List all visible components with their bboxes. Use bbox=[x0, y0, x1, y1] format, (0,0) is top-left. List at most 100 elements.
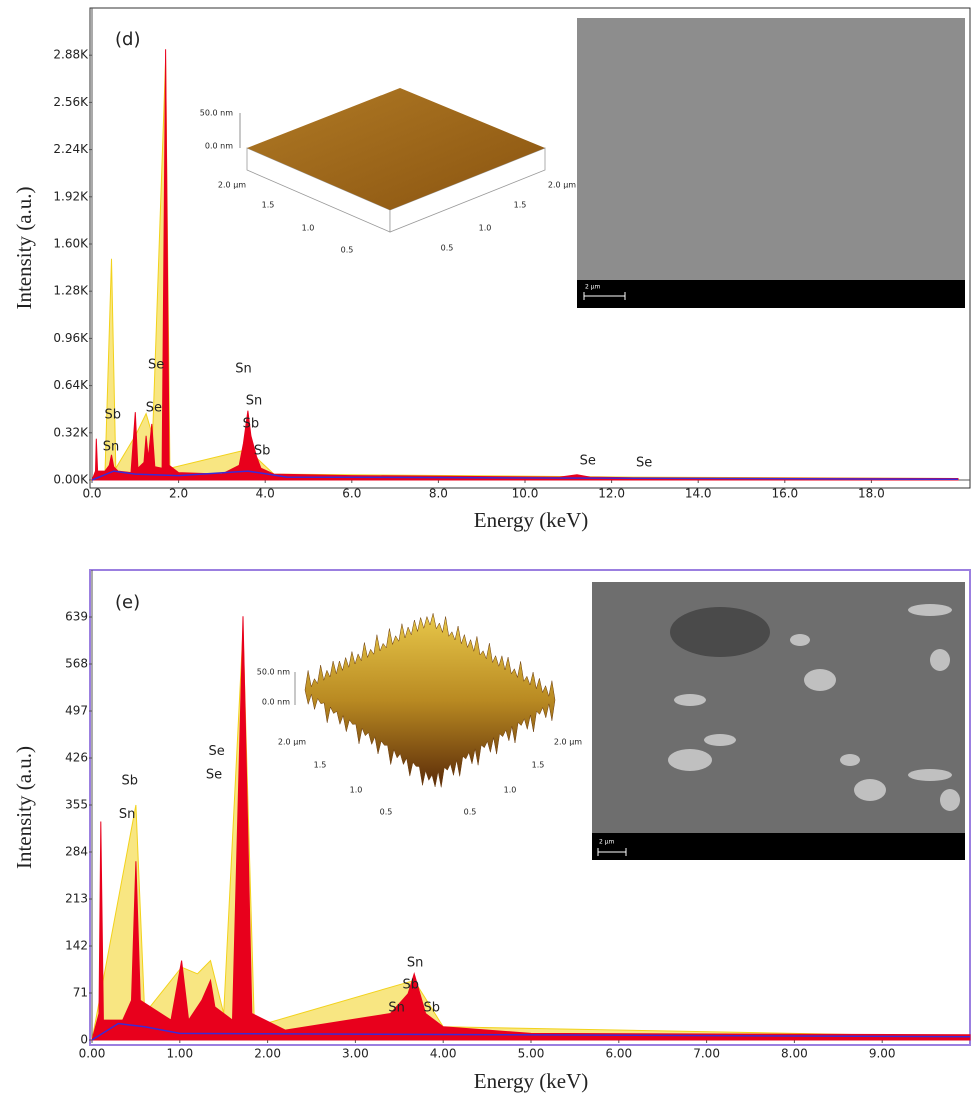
sem-scale-label: 2 µm bbox=[599, 839, 615, 846]
afm-z-label: 50.0 nm bbox=[200, 109, 233, 118]
peak-label: Sb bbox=[254, 444, 271, 459]
y-tick-label: 1.92K bbox=[53, 189, 89, 203]
spectrum-area bbox=[91, 49, 959, 481]
y-tick-label: 1.60K bbox=[53, 237, 89, 251]
x-tick-label: 8.0 bbox=[429, 487, 448, 501]
sem-flake bbox=[940, 789, 960, 811]
panel-label: (e) bbox=[115, 592, 140, 613]
afm-axis-label: 1.0 bbox=[302, 224, 315, 233]
sem-flake bbox=[840, 754, 860, 766]
afm-z-label: 50.0 nm bbox=[257, 668, 290, 677]
peak-label: Sb bbox=[243, 416, 260, 431]
sem-flake bbox=[908, 769, 952, 781]
x-tick-label: 5.00 bbox=[518, 1047, 545, 1061]
peak-label: Se bbox=[148, 358, 164, 373]
spectrum-line bbox=[91, 1022, 971, 1041]
peak-label: Sn bbox=[407, 956, 424, 971]
y-tick-label: 497 bbox=[65, 704, 88, 718]
y-tick-label: 213 bbox=[65, 892, 88, 906]
x-tick-label: 14.0 bbox=[685, 487, 712, 501]
peak-label: Sn bbox=[388, 1001, 405, 1016]
x-tick-label: 0.00 bbox=[79, 1047, 106, 1061]
y-tick-label: 1.28K bbox=[53, 284, 89, 298]
spectrum-area bbox=[91, 616, 971, 1041]
afm-axis-label: 0.5 bbox=[341, 246, 354, 255]
y-tick-label: 2.88K bbox=[53, 48, 89, 62]
afm-surface bbox=[247, 88, 545, 210]
sem-flake bbox=[674, 694, 706, 706]
afm-axis-label: 2.0 µm bbox=[278, 738, 306, 747]
peak-label: Sn bbox=[246, 394, 263, 409]
x-tick-label: 16.0 bbox=[771, 487, 798, 501]
panel-label: (d) bbox=[115, 29, 140, 50]
sem-scale-label: 2 µm bbox=[585, 284, 601, 291]
sem-flake bbox=[804, 669, 836, 691]
peak-label: Se bbox=[206, 768, 222, 783]
spectrum-line bbox=[91, 470, 959, 481]
sem-info-bar bbox=[577, 280, 965, 308]
afm-axis-label: 1.0 bbox=[479, 224, 492, 233]
x-axis-title: Energy (keV) bbox=[474, 508, 589, 532]
x-tick-label: 4.0 bbox=[256, 487, 275, 501]
sem-inset: 2 µm bbox=[592, 582, 965, 860]
afm-axis-label: 2.0 µm bbox=[218, 181, 246, 190]
y-tick-label: 2.24K bbox=[53, 142, 89, 156]
y-tick-label: 0.64K bbox=[53, 378, 89, 392]
plot-frame bbox=[89, 7, 971, 489]
y-axis-title: Intensity (a.u.) bbox=[12, 746, 36, 869]
peak-label: Sb bbox=[121, 774, 138, 789]
peak-label: Sn bbox=[235, 362, 252, 377]
peak-label: Se bbox=[636, 456, 652, 471]
x-tick-label: 0.0 bbox=[82, 487, 101, 501]
afm-axis-label: 2.0 µm bbox=[554, 738, 582, 747]
peak-label: Sb bbox=[402, 978, 419, 993]
y-axis-title: Intensity (a.u.) bbox=[12, 186, 36, 309]
y-tick-label: 2.56K bbox=[53, 95, 89, 109]
y-tick-label: 284 bbox=[65, 845, 88, 859]
afm-axis-label: 0.5 bbox=[380, 808, 393, 817]
afm-axis-label: 1.5 bbox=[514, 201, 527, 210]
y-tick-label: 568 bbox=[65, 657, 88, 671]
peak-label: Sn bbox=[119, 807, 136, 822]
sem-flake bbox=[930, 649, 950, 671]
x-tick-label: 12.0 bbox=[598, 487, 625, 501]
x-tick-label: 7.00 bbox=[693, 1047, 720, 1061]
sem-flake bbox=[668, 749, 712, 771]
x-tick-label: 18.0 bbox=[858, 487, 885, 501]
afm-axis-label: 0.5 bbox=[441, 244, 454, 253]
afm-inset: 50.0 nm 0.0 nm 2.0 µm 1.5 1.0 0.5 2.0 µm… bbox=[257, 613, 582, 817]
x-axis-title: Energy (keV) bbox=[474, 1069, 589, 1093]
afm-axis-label: 1.0 bbox=[504, 786, 517, 795]
y-tick-label: 0 bbox=[80, 1033, 88, 1047]
afm-axis-label: 0.5 bbox=[464, 808, 477, 817]
sem-flake bbox=[854, 779, 886, 801]
peak-label: Sb bbox=[105, 408, 122, 423]
x-tick-label: 4.00 bbox=[430, 1047, 457, 1061]
x-tick-label: 6.0 bbox=[342, 487, 361, 501]
x-tick-label: 8.00 bbox=[781, 1047, 808, 1061]
sem-image bbox=[577, 18, 965, 280]
x-tick-label: 2.00 bbox=[254, 1047, 281, 1061]
peak-label: Sn bbox=[103, 439, 120, 454]
x-tick-label: 10.0 bbox=[512, 487, 539, 501]
x-tick-label: 1.00 bbox=[166, 1047, 193, 1061]
sem-inset: 2 µm bbox=[577, 18, 965, 308]
afm-inset: 50.0 nm 0.0 nm 2.0 µm 1.5 1.0 0.5 2.0 µm… bbox=[200, 88, 576, 255]
y-tick-label: 71 bbox=[73, 986, 88, 1000]
sem-image bbox=[592, 582, 965, 833]
x-tick-label: 6.00 bbox=[605, 1047, 632, 1061]
y-tick-label: 639 bbox=[65, 610, 88, 624]
afm-z-label: 0.0 nm bbox=[205, 142, 233, 151]
afm-axis-label: 1.5 bbox=[314, 761, 327, 770]
afm-axis-label: 1.0 bbox=[350, 786, 363, 795]
y-tick-label: 426 bbox=[65, 751, 88, 765]
x-tick-label: 3.00 bbox=[342, 1047, 369, 1061]
y-tick-label: 355 bbox=[65, 798, 88, 812]
x-tick-label: 2.0 bbox=[169, 487, 188, 501]
peak-label: Se bbox=[146, 401, 162, 416]
afm-z-label: 0.0 nm bbox=[262, 698, 290, 707]
y-tick-label: 142 bbox=[65, 939, 88, 953]
afm-axis-label: 2.0 µm bbox=[548, 181, 576, 190]
peak-label: Sb bbox=[424, 1001, 441, 1016]
